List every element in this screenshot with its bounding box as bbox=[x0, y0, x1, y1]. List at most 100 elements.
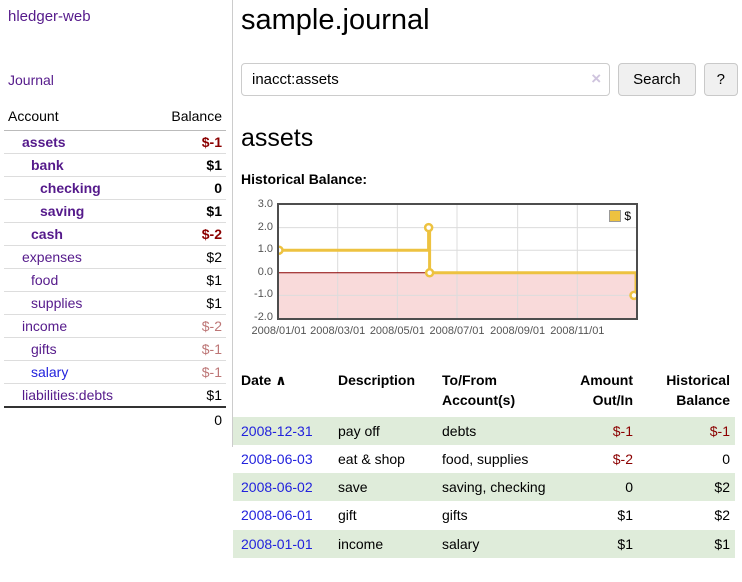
account-link-food[interactable]: food bbox=[31, 272, 59, 288]
transaction-accounts: debts bbox=[434, 416, 562, 445]
legend-label: $ bbox=[624, 209, 631, 223]
account-balance: $-2 bbox=[148, 314, 226, 338]
account-row: cash $-2 bbox=[4, 222, 226, 246]
account-balance: $-1 bbox=[148, 360, 226, 384]
data-point bbox=[424, 268, 435, 278]
account-row: liabilities:debts $1 bbox=[4, 383, 226, 408]
account-balance: $2 bbox=[148, 245, 226, 269]
header-accounts: To/From Account(s) bbox=[442, 372, 516, 409]
transaction-amount: $-2 bbox=[612, 450, 633, 467]
x-axis-tick-label: 2008/05/01 bbox=[369, 325, 425, 337]
y-axis-tick-label: -2.0 bbox=[254, 311, 273, 323]
search-form: × Search ? bbox=[241, 63, 738, 96]
account-row: salary $-1 bbox=[4, 360, 226, 384]
account-balance: $1 bbox=[148, 199, 226, 223]
account-link-supplies[interactable]: supplies bbox=[31, 295, 83, 311]
accounts-header-balance: Balance bbox=[148, 104, 226, 131]
chart-plot-area[interactable]: $ bbox=[277, 203, 638, 320]
account-balance: $-1 bbox=[148, 337, 226, 361]
transaction-row: 2008-01-01 income salary $1 $1 bbox=[233, 529, 735, 559]
transaction-amount: $1 bbox=[562, 529, 638, 559]
transaction-accounts: gifts bbox=[442, 507, 468, 524]
transaction-accounts: saving, checking bbox=[434, 473, 562, 502]
x-axis-tick-label: 2008/07/01 bbox=[429, 325, 485, 337]
transaction-balance: $2 bbox=[638, 473, 735, 502]
account-balance: $-2 bbox=[148, 222, 226, 246]
account-balance: $1 bbox=[148, 268, 226, 292]
account-row: supplies $1 bbox=[4, 291, 226, 315]
y-axis-tick-label: 0.0 bbox=[257, 265, 273, 278]
transaction-balance: $-1 bbox=[638, 416, 735, 445]
transaction-date-link[interactable]: 2008-12-31 bbox=[241, 422, 313, 439]
header-balance: Historical Balance bbox=[666, 372, 730, 409]
search-box: × bbox=[241, 63, 611, 96]
account-link-income[interactable]: income bbox=[22, 318, 68, 334]
account-link-liabilities-debts[interactable]: liabilities:debts bbox=[22, 387, 114, 403]
account-heading: assets bbox=[241, 124, 314, 152]
account-link-assets[interactable]: assets bbox=[22, 134, 66, 150]
y-axis-tick-label: 3.0 bbox=[257, 198, 273, 210]
search-button[interactable]: Search bbox=[618, 63, 696, 96]
accounts-header-account: Account bbox=[4, 104, 149, 131]
account-balance: $1 bbox=[148, 383, 226, 408]
search-input[interactable] bbox=[241, 63, 611, 96]
data-point bbox=[629, 290, 636, 301]
transaction-row: 2008-12-31 pay off debts $-1 $-1 bbox=[233, 416, 735, 445]
transaction-date-link[interactable]: 2008-06-02 bbox=[241, 479, 313, 496]
transaction-date-link[interactable]: 2008-06-03 bbox=[241, 450, 313, 467]
sort-asc-icon: ∧ bbox=[275, 372, 287, 388]
transaction-description: save bbox=[330, 473, 434, 502]
help-button[interactable]: ? bbox=[703, 63, 738, 96]
transaction-row: 2008-06-03 eat & shop food, supplies $-2 0 bbox=[233, 445, 735, 473]
account-row: food $1 bbox=[4, 268, 226, 292]
accounts-total-row: 0 bbox=[4, 406, 226, 431]
header-date[interactable]: Date ∧ bbox=[233, 366, 330, 417]
clear-search-icon[interactable]: × bbox=[591, 69, 602, 88]
accounts-table: Account Balance assets $-1 bank $1 checking 0… bbox=[4, 104, 226, 431]
sidebar: hledger-web Journal Account Balance asse… bbox=[0, 0, 233, 447]
chart-label: Historical Balance: bbox=[241, 171, 368, 187]
account-link-cash[interactable]: cash bbox=[31, 226, 63, 242]
transaction-description: gift bbox=[338, 507, 357, 524]
main-content: sample.journal × Search ? assets Histori… bbox=[233, 0, 742, 559]
app-window: hledger-web Journal Account Balance asse… bbox=[0, 0, 742, 559]
transaction-amount: 0 bbox=[562, 473, 638, 502]
chart-canvas bbox=[279, 205, 636, 318]
transaction-accounts: salary bbox=[434, 529, 562, 559]
data-point bbox=[423, 222, 434, 233]
account-balance: $1 bbox=[148, 291, 226, 315]
account-row: saving $1 bbox=[4, 199, 226, 223]
chart-legend: $ bbox=[609, 209, 631, 223]
account-row: expenses $2 bbox=[4, 245, 226, 269]
account-balance: $1 bbox=[148, 153, 226, 177]
x-axis-tick-label: 2008/01/01 bbox=[251, 325, 307, 337]
account-link-checking[interactable]: checking bbox=[40, 180, 101, 196]
transaction-date-link[interactable]: 2008-06-01 bbox=[241, 507, 313, 524]
x-axis-tick-label: 2008/09/01 bbox=[490, 325, 546, 337]
transaction-balance: $2 bbox=[714, 507, 730, 524]
historical-balance-chart[interactable]: $ 3.0 2.0 1.0 0.0 -1.0 -2.0 2008/01/01 2008/03… bbox=[241, 198, 641, 344]
transaction-description: pay off bbox=[330, 416, 434, 445]
account-link-expenses[interactable]: expenses bbox=[22, 249, 82, 265]
x-axis-tick-label: 2008/11/01 bbox=[550, 325, 605, 337]
account-row: checking 0 bbox=[4, 176, 226, 200]
account-link-bank[interactable]: bank bbox=[31, 157, 64, 173]
sidebar-item-journal[interactable]: Journal bbox=[8, 72, 54, 88]
y-axis-tick-label: -1.0 bbox=[254, 288, 273, 301]
page-title: sample.journal bbox=[241, 4, 430, 36]
transaction-row: 2008-06-01 gift gifts $1 $2 bbox=[233, 501, 735, 529]
transaction-date-link[interactable]: 2008-01-01 bbox=[241, 535, 313, 552]
transaction-balance: $1 bbox=[638, 529, 735, 559]
account-row: bank $1 bbox=[4, 153, 226, 177]
account-link-saving[interactable]: saving bbox=[40, 203, 85, 219]
account-link-salary[interactable]: salary bbox=[31, 364, 69, 380]
accounts-total-value: 0 bbox=[148, 406, 226, 431]
account-link-gifts[interactable]: gifts bbox=[31, 341, 57, 357]
account-row: gifts $-1 bbox=[4, 337, 226, 361]
account-balance: $-1 bbox=[148, 130, 226, 154]
account-row: assets $-1 bbox=[4, 130, 226, 154]
transaction-description: eat & shop bbox=[338, 450, 405, 467]
y-axis-tick-label: 2.0 bbox=[257, 220, 273, 233]
transaction-row: 2008-06-02 save saving, checking 0 $2 bbox=[233, 473, 735, 502]
app-title-link[interactable]: hledger-web bbox=[8, 8, 91, 25]
